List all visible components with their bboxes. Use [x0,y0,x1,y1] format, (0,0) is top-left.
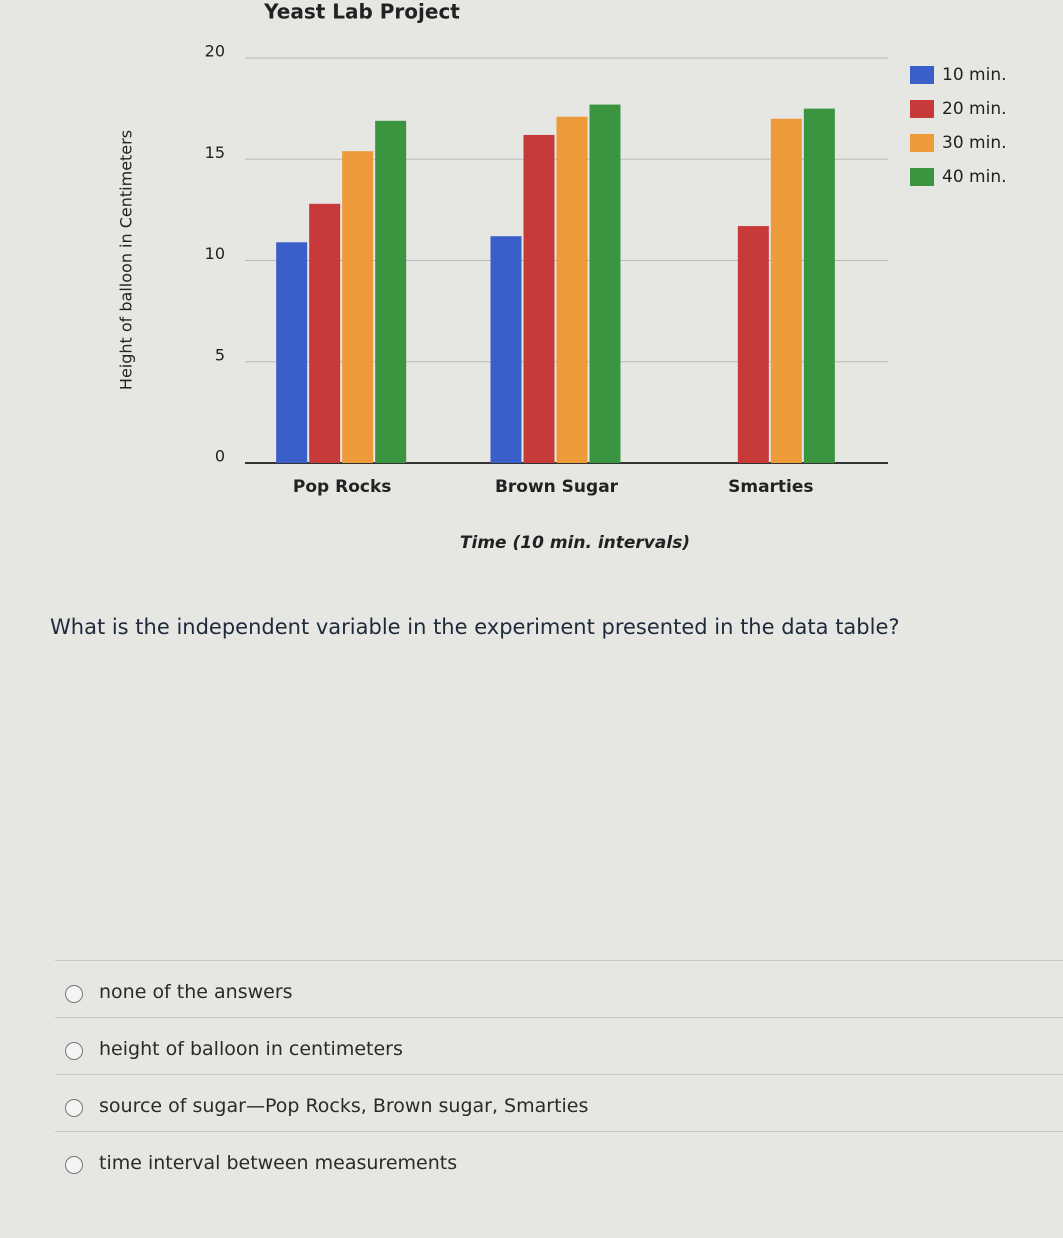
legend-label: 20 min. [942,99,1007,119]
answer-option[interactable]: time interval between measurements [55,1131,1063,1188]
answer-option[interactable]: none of the answers [55,960,1063,1017]
bar [556,116,588,463]
bar [342,151,374,463]
bar [589,104,621,463]
legend-label: 40 min. [942,167,1007,187]
option-label[interactable]: time interval between measurements [99,1152,458,1174]
chart-title: Yeast Lab Project [263,0,460,24]
y-tick-label: 20 [205,42,225,61]
y-tick-label: 15 [205,143,225,162]
quiz: What is the independent variable in the … [0,580,1063,1238]
bar [523,134,555,463]
legend-swatch [910,100,934,118]
option-label[interactable]: none of the answers [99,981,293,1003]
bar [737,226,769,463]
legend-label: 10 min. [942,65,1007,85]
bar [276,242,308,463]
x-axis-label: Time (10 min. intervals) [460,533,690,553]
y-tick-label: 10 [205,244,225,263]
legend-swatch [910,134,934,152]
legend-swatch [910,168,934,186]
radio-button[interactable] [65,1156,83,1174]
y-axis-label: Height of balloon in Centimeters [117,130,136,390]
x-tick-label: Smarties [728,477,813,497]
bar [490,236,522,463]
option-label[interactable]: height of balloon in centimeters [99,1038,403,1060]
chart: Yeast Lab Project Time (10 min. interval… [117,0,1007,553]
legend-swatch [910,66,934,84]
radio-button[interactable] [65,1099,83,1117]
answer-option[interactable]: height of balloon in centimeters [55,1017,1063,1074]
x-tick-label: Pop Rocks [293,477,392,497]
bar [770,118,802,463]
radio-button[interactable] [65,985,83,1003]
option-label[interactable]: source of sugar—Pop Rocks, Brown sugar, … [99,1095,589,1117]
answer-option[interactable]: source of sugar—Pop Rocks, Brown sugar, … [55,1074,1063,1131]
question: What is the independent variable in the … [50,615,900,639]
bar [803,108,835,463]
bar [309,203,341,464]
y-tick-label: 0 [215,447,225,466]
radio-button[interactable] [65,1042,83,1060]
legend-label: 30 min. [942,133,1007,153]
bar [375,120,407,464]
y-tick-label: 5 [215,345,225,364]
x-tick-label: Brown Sugar [495,477,619,497]
